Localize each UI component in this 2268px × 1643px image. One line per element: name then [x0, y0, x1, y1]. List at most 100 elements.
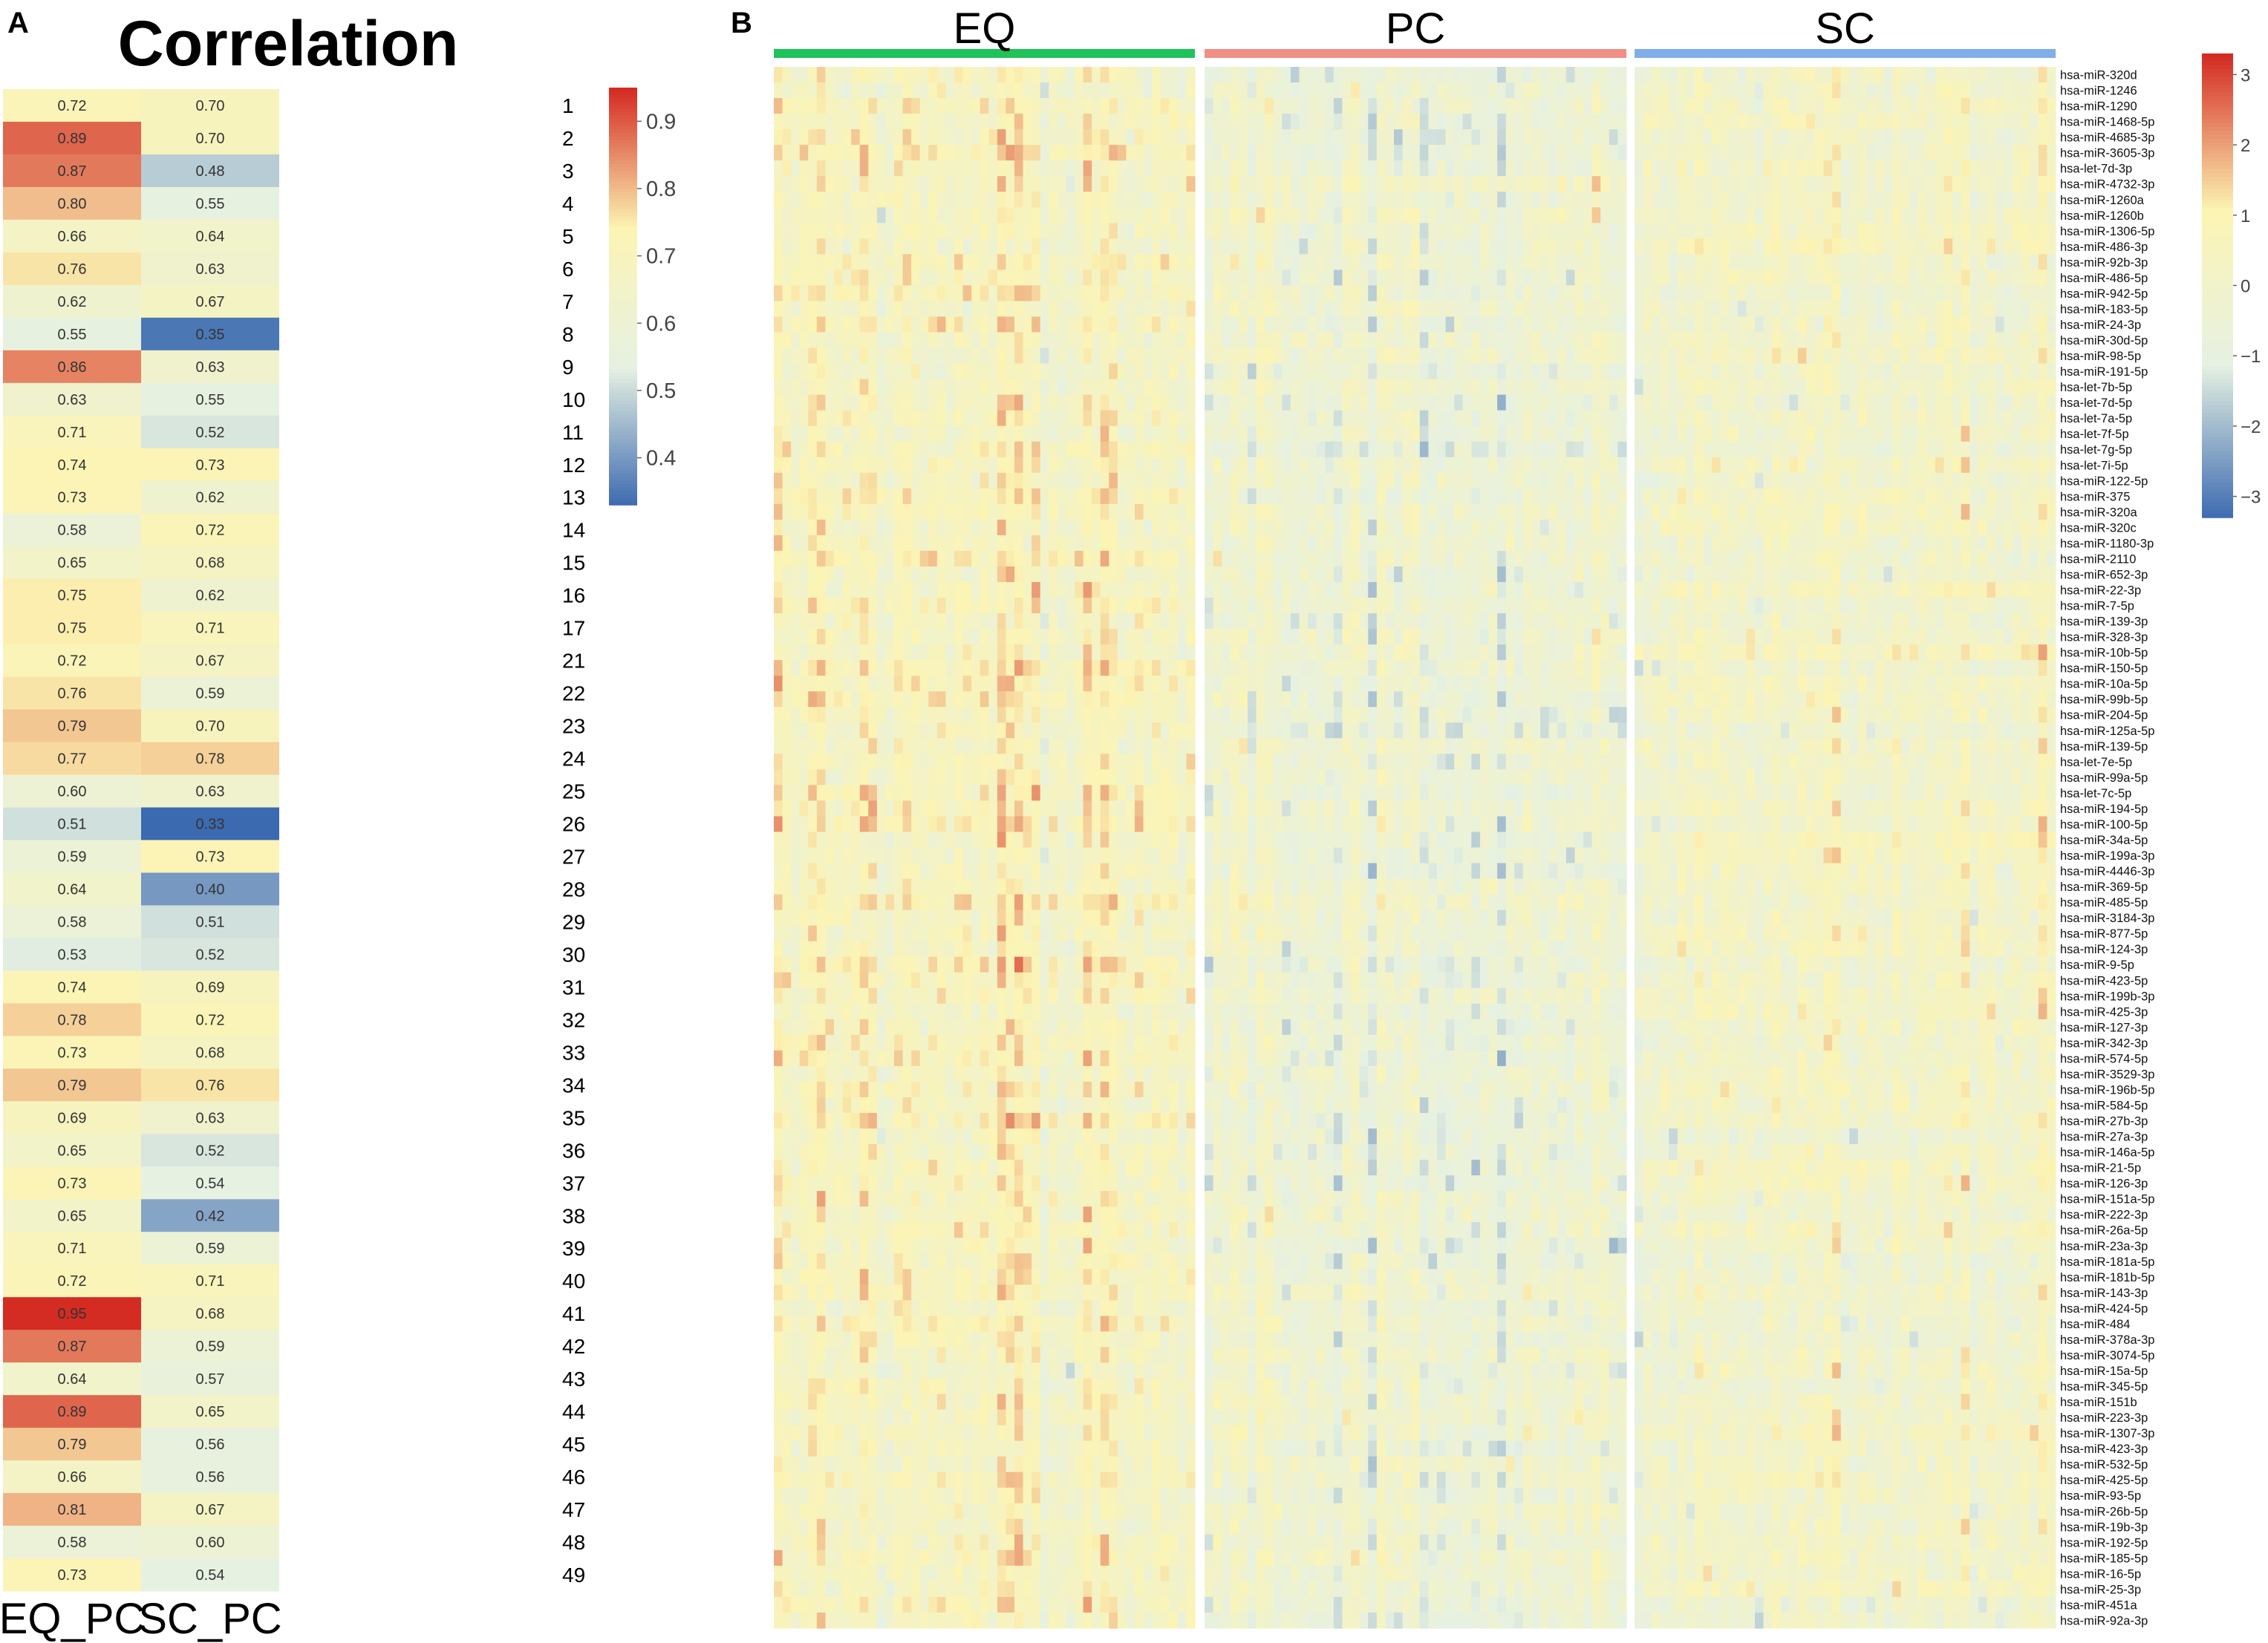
heat-cell — [885, 1019, 894, 1036]
heat-cell — [954, 1425, 963, 1442]
heat-cell — [868, 1362, 877, 1379]
heat-cell — [1169, 941, 1178, 958]
heat-cell — [963, 973, 972, 989]
heat-cell — [1075, 114, 1084, 130]
colorbar-segment — [609, 98, 637, 102]
heat-cell — [783, 1503, 792, 1520]
cell-value-label: 0.87 — [58, 163, 87, 180]
heat-cell — [1084, 1051, 1092, 1067]
heat-cell — [1049, 1503, 1058, 1520]
heat-cell — [988, 1379, 997, 1395]
heat-cell — [817, 1144, 826, 1160]
heat-cell — [783, 629, 792, 645]
heat-cell — [774, 566, 783, 583]
heat-cell — [971, 1316, 980, 1332]
heat-cell — [937, 1238, 946, 1254]
heat-cell — [1144, 207, 1153, 223]
heat-cell — [1023, 333, 1032, 349]
heat-cell — [1186, 238, 1195, 255]
heat-cell — [1109, 1503, 1118, 1520]
heat-cell — [1040, 1472, 1049, 1489]
heat-cell — [980, 1128, 989, 1145]
heat-cell — [1023, 1362, 1032, 1379]
heat-cell — [1006, 1160, 1014, 1176]
heat-cell — [1040, 333, 1049, 349]
heat-cell — [774, 644, 783, 661]
heat-cell — [834, 364, 843, 380]
heat-cell — [1118, 1113, 1127, 1129]
heat-cell — [1118, 333, 1127, 349]
heat-cell — [988, 1238, 997, 1254]
heat-cell — [911, 1488, 920, 1504]
cell-value-label: 0.55 — [196, 392, 225, 408]
heat-cell — [1006, 238, 1014, 255]
heat-cell — [860, 379, 869, 396]
colorbar-segment — [609, 390, 637, 393]
heat-cell — [903, 238, 912, 255]
heat-cell — [997, 1457, 1006, 1473]
heat-cell — [868, 1222, 877, 1238]
heat-cell — [988, 1488, 997, 1504]
heat-cell — [1049, 1160, 1058, 1176]
heat-cell — [1040, 489, 1049, 505]
heat-cell — [937, 1425, 946, 1442]
heat-cell — [963, 895, 972, 911]
colorbar-segment — [609, 362, 637, 366]
heat-cell — [1178, 988, 1187, 1005]
heat-cell — [1006, 629, 1014, 645]
heat-cell — [1144, 1113, 1153, 1129]
heat-cell — [971, 145, 980, 161]
heat-cell — [1126, 1472, 1135, 1489]
heat-cell — [843, 1503, 852, 1520]
heat-cell — [851, 333, 860, 349]
heat-cell — [988, 473, 997, 489]
heat-cell — [1169, 348, 1178, 365]
heat-cell — [1135, 973, 1144, 989]
heat-cell — [954, 582, 963, 598]
heat-cell — [800, 129, 809, 146]
heat-cell — [1023, 1519, 1032, 1535]
heat-cell — [817, 489, 826, 505]
heat-cell — [954, 98, 963, 114]
heat-cell — [963, 832, 972, 848]
heat-cell — [800, 1316, 809, 1332]
heat-cell — [817, 957, 826, 973]
heat-cell — [860, 1316, 869, 1332]
heat-cell — [860, 426, 869, 442]
heat-cell — [1161, 67, 1170, 83]
heat-cell — [997, 520, 1006, 536]
heat-cell — [894, 254, 903, 270]
heat-cell — [954, 816, 963, 832]
heat-cell — [937, 676, 946, 692]
heat-cell — [911, 769, 920, 785]
heat-cell — [1144, 1425, 1153, 1442]
heat-cell — [1144, 1379, 1153, 1395]
heat-cell — [1186, 1113, 1195, 1129]
heat-cell — [1040, 785, 1049, 801]
heat-cell — [1109, 1284, 1118, 1301]
heat-cell — [877, 895, 886, 911]
heat-cell — [963, 551, 972, 567]
heat-cell — [843, 1488, 852, 1504]
heat-cell — [1049, 754, 1058, 770]
heat-cell — [783, 207, 792, 223]
heat-cell — [843, 676, 852, 692]
heat-cell — [1058, 364, 1066, 380]
heat-cell — [851, 176, 860, 192]
heat-cell — [911, 1160, 920, 1176]
heat-cell — [817, 613, 826, 630]
heat-cell — [971, 800, 980, 817]
heat-cell — [1135, 1222, 1144, 1238]
heat-cell — [808, 973, 817, 989]
heat-cell — [1084, 1300, 1092, 1316]
heat-cell — [800, 738, 809, 754]
heat-cell — [843, 1535, 852, 1551]
heat-cell — [885, 535, 894, 552]
heat-cell — [877, 1160, 886, 1176]
colorbar-segment — [609, 261, 637, 265]
heat-cell — [1075, 629, 1084, 645]
heat-cell — [1084, 1519, 1092, 1535]
heat-cell — [808, 926, 817, 942]
heat-cell — [928, 879, 937, 895]
heat-cell — [1126, 270, 1135, 286]
